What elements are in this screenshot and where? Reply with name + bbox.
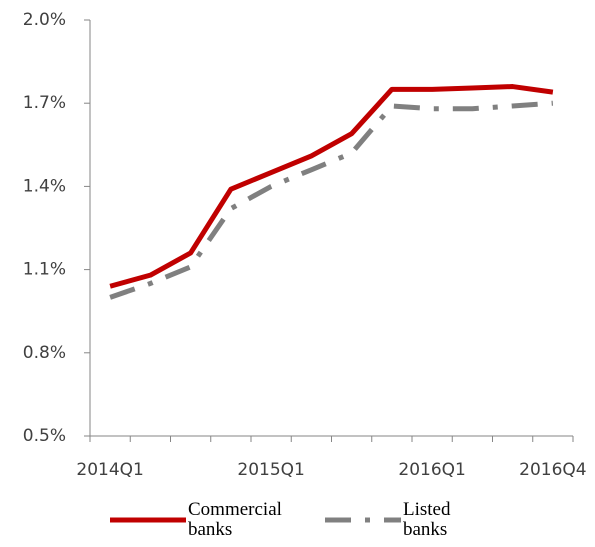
legend-label: Listed banks [403, 499, 451, 540]
y-tick-label: 1.1% [23, 260, 66, 280]
y-tick-label: 0.8% [23, 343, 66, 363]
series-line [109, 84, 554, 289]
y-tick-label: 0.5% [23, 426, 66, 446]
y-tick-label: 1.7% [23, 93, 66, 113]
x-tick-label: 2016Q1 [398, 460, 465, 480]
x-tick-label: 2014Q1 [76, 460, 143, 480]
series-line [109, 100, 554, 300]
legend-swatch [325, 517, 401, 523]
x-tick-label: 2016Q4 [519, 460, 586, 480]
x-tick-label: 2015Q1 [237, 460, 304, 480]
legend-item: Commercial banks [108, 500, 313, 540]
y-tick-label: 1.4% [23, 176, 66, 196]
y-tick-label: 2.0% [23, 10, 66, 30]
legend-label: Commercial banks [188, 499, 282, 540]
legend-item: Listed banks [323, 500, 463, 540]
legend-swatch [110, 517, 186, 523]
chart: 0.5% 0.8% 1.1% 1.4% 1.7% 2.0% 2014Q1 2015Q1 2016… [23, 10, 587, 480]
